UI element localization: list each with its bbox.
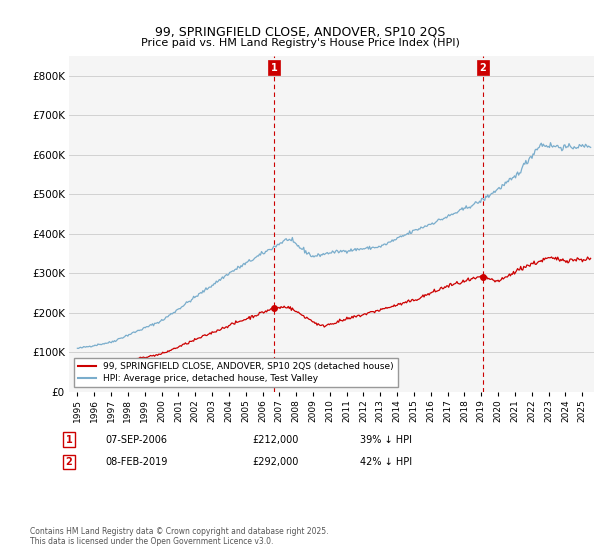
Text: 99, SPRINGFIELD CLOSE, ANDOVER, SP10 2QS: 99, SPRINGFIELD CLOSE, ANDOVER, SP10 2QS: [155, 25, 445, 38]
Text: 07-SEP-2006: 07-SEP-2006: [105, 435, 167, 445]
Text: 2: 2: [479, 63, 487, 73]
Text: 39% ↓ HPI: 39% ↓ HPI: [360, 435, 412, 445]
Text: 1: 1: [271, 63, 277, 73]
Text: 2: 2: [65, 457, 73, 467]
Text: 42% ↓ HPI: 42% ↓ HPI: [360, 457, 412, 467]
Text: 1: 1: [65, 435, 73, 445]
Text: Contains HM Land Registry data © Crown copyright and database right 2025.
This d: Contains HM Land Registry data © Crown c…: [30, 526, 329, 546]
Text: Price paid vs. HM Land Registry's House Price Index (HPI): Price paid vs. HM Land Registry's House …: [140, 38, 460, 48]
Text: £212,000: £212,000: [252, 435, 298, 445]
Text: £292,000: £292,000: [252, 457, 298, 467]
Legend: 99, SPRINGFIELD CLOSE, ANDOVER, SP10 2QS (detached house), HPI: Average price, d: 99, SPRINGFIELD CLOSE, ANDOVER, SP10 2QS…: [74, 358, 398, 388]
Text: 08-FEB-2019: 08-FEB-2019: [105, 457, 167, 467]
